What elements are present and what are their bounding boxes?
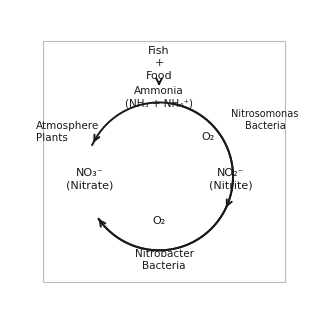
Text: Nitrobacter
Bacteria: Nitrobacter Bacteria [134,249,194,271]
Text: Fish
+
Food: Fish + Food [146,46,172,81]
Text: O₂: O₂ [202,132,215,142]
Text: Nitrosomonas
Bacteria: Nitrosomonas Bacteria [231,108,299,131]
Text: O₂: O₂ [152,216,166,226]
Text: Atmosphere
Plants: Atmosphere Plants [36,121,99,143]
Text: NO₂⁻
(Nitrite): NO₂⁻ (Nitrite) [209,168,252,190]
Text: NO₃⁻
(Nitrate): NO₃⁻ (Nitrate) [66,168,114,190]
Text: Ammonia
(NH₃ + NH₄⁺): Ammonia (NH₃ + NH₄⁺) [125,86,193,109]
